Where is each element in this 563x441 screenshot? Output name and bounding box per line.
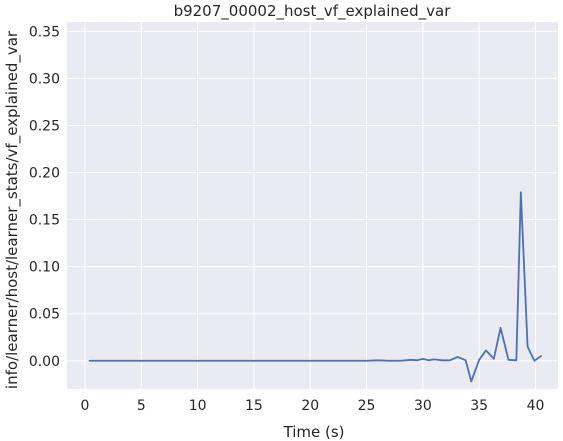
y-tick-label: 0.10: [29, 260, 60, 276]
plot-background: [67, 22, 558, 389]
x-tick-label: 15: [245, 398, 263, 414]
y-tick-label: 0.05: [29, 307, 60, 323]
y-tick-labels: 0.00 0.05 0.10 0.15 0.20 0.25 0.30 0.35: [29, 24, 60, 369]
x-tick-label: 20: [301, 398, 319, 414]
x-tick-label: 40: [527, 398, 545, 414]
grid-lines: [67, 22, 558, 389]
y-tick-label: 0.15: [29, 213, 60, 229]
chart-title: b9207_00002_host_vf_explained_var: [174, 2, 452, 21]
y-tick-label: 0.25: [29, 119, 60, 135]
x-tick-label: 10: [189, 398, 207, 414]
y-tick-label: 0.20: [29, 166, 60, 182]
y-tick-label: 0.35: [29, 24, 60, 40]
series-lines: [88, 191, 543, 383]
series-line-0: [88, 191, 543, 383]
x-axis-title: Time (s): [283, 423, 345, 441]
x-tick-label: 25: [358, 398, 376, 414]
y-axis-title: info/learner/host/learner_stats/vf_expla…: [3, 30, 22, 389]
x-tick-label: 30: [414, 398, 432, 414]
y-tick-label: 0.00: [29, 354, 60, 370]
x-tick-labels: 0 5 10 15 20 25 30 35 40: [81, 398, 545, 414]
y-tick-label: 0.30: [29, 71, 60, 87]
x-tick-label: 5: [137, 398, 146, 414]
x-tick-label: 0: [81, 398, 90, 414]
x-tick-label: 35: [470, 398, 488, 414]
